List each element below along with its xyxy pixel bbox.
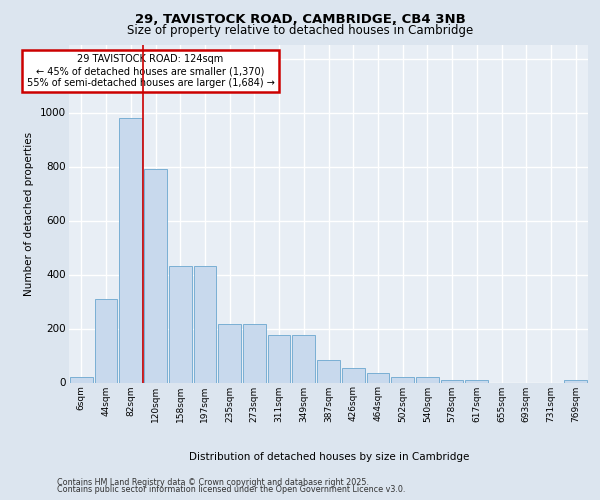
Text: Contains HM Land Registry data © Crown copyright and database right 2025.: Contains HM Land Registry data © Crown c…	[57, 478, 369, 487]
Text: 29, TAVISTOCK ROAD, CAMBRIDGE, CB4 3NB: 29, TAVISTOCK ROAD, CAMBRIDGE, CB4 3NB	[134, 13, 466, 26]
Bar	[70, 376, 93, 382]
Bar	[95, 300, 118, 382]
Bar	[292, 335, 315, 382]
Y-axis label: Number of detached properties: Number of detached properties	[25, 132, 34, 296]
Bar	[144, 169, 167, 382]
Bar	[119, 118, 142, 382]
Bar	[317, 360, 340, 382]
Bar	[391, 377, 414, 382]
Bar	[169, 266, 191, 382]
Bar	[367, 373, 389, 382]
Text: Contains public sector information licensed under the Open Government Licence v3: Contains public sector information licen…	[57, 485, 406, 494]
Bar	[564, 380, 587, 382]
Text: Distribution of detached houses by size in Cambridge: Distribution of detached houses by size …	[188, 452, 469, 462]
Bar	[268, 335, 290, 382]
Bar	[342, 368, 365, 382]
Text: 29 TAVISTOCK ROAD: 124sqm
← 45% of detached houses are smaller (1,370)
55% of se: 29 TAVISTOCK ROAD: 124sqm ← 45% of detac…	[26, 54, 274, 88]
Bar	[466, 380, 488, 382]
Bar	[218, 324, 241, 382]
Bar	[243, 324, 266, 382]
Bar	[194, 266, 216, 382]
Bar	[441, 380, 463, 382]
Bar	[416, 377, 439, 382]
Text: Size of property relative to detached houses in Cambridge: Size of property relative to detached ho…	[127, 24, 473, 37]
